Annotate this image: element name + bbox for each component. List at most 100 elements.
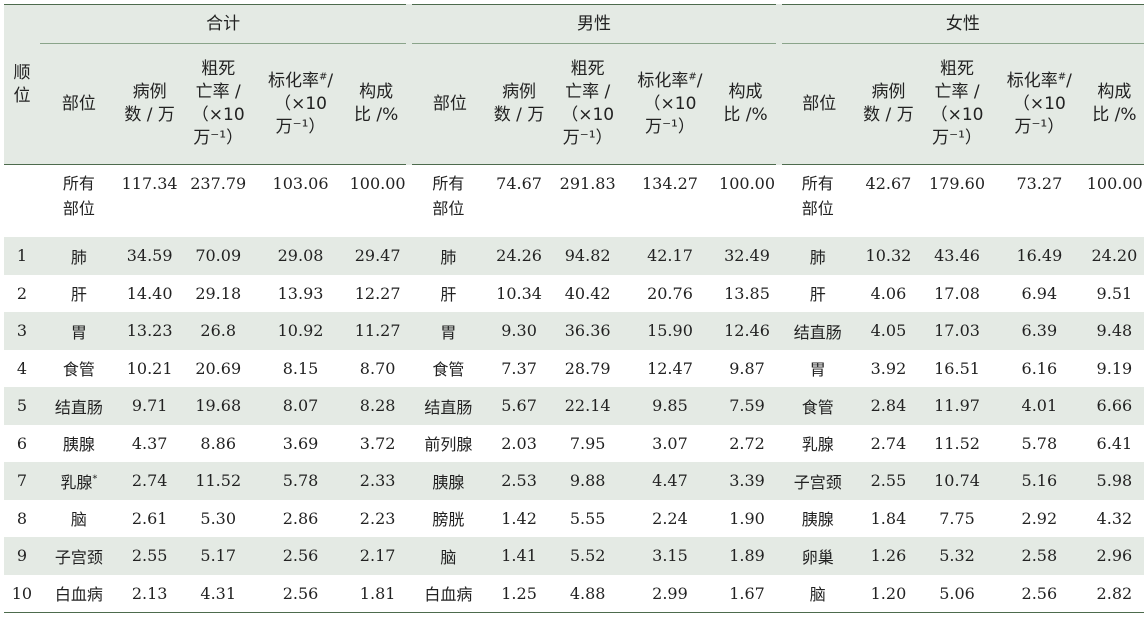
female-std-rate-header-line: 万⁻¹） <box>1014 116 1065 137</box>
site-name: 子宫颈 <box>793 472 842 492</box>
total-cases-cell: 10.21 <box>126 358 173 378</box>
std-rate-slash: / <box>327 70 334 91</box>
table-body: 所有 部位 117.34 237.79 103.06 100.00 所有 部位 74.67 291… <box>4 165 1144 613</box>
female-site-cell: 肺 <box>778 237 857 275</box>
site-footnote-mark: * <box>92 473 98 485</box>
total-proportion-cell: 12.27 <box>354 283 401 303</box>
total-cases-cell: 2.74 <box>117 462 182 500</box>
female-proportion-cell: 24.20 <box>1084 237 1144 275</box>
female-std-rate-cell: 6.39 <box>993 312 1085 350</box>
male-crude-rate-cell: 40.42 <box>564 283 611 303</box>
male-proportion-cell: 13.85 <box>724 283 770 303</box>
female-site-cell: 所有 部位 <box>779 165 857 238</box>
site-name: 食管 <box>801 397 834 417</box>
male-std-rate-cell: 2.99 <box>652 583 688 603</box>
male-crude-rate-cell: 5.55 <box>569 508 606 528</box>
female-site-cell: 脑 <box>779 575 857 613</box>
total-proportion-cell: 2.17 <box>345 537 410 575</box>
site-name: 肺 <box>440 247 457 267</box>
site-name: 白血病 <box>424 585 473 605</box>
rank-cell: 8 <box>16 508 28 528</box>
total-std-rate-header-line: （×10 <box>274 93 327 114</box>
group-header-female: 女性 <box>775 4 1144 44</box>
std-rate-slash: / <box>1066 70 1072 91</box>
male-std-rate-header-line: 万⁻¹） <box>645 116 695 137</box>
female-cases-header: 病例数 / 万 <box>856 43 921 165</box>
male-std-rate-cell: 4.47 <box>624 462 716 500</box>
female-crude-rate-header-line: 万⁻¹） <box>932 128 982 148</box>
site-name: 结直肠 <box>793 322 842 342</box>
male-std-rate-cell: 134.27 <box>641 174 698 193</box>
site-name: 部位 <box>62 199 95 218</box>
female-site-cell: 肝 <box>779 275 857 313</box>
male-cases-cell: 74.67 <box>496 174 542 193</box>
female-crude-rate-header-line: 亡率 / <box>934 82 980 102</box>
male-site-cell: 胰腺 <box>409 462 488 500</box>
male-crude-rate-cell: 5.52 <box>550 537 625 575</box>
male-site-cell: 食管 <box>409 350 487 388</box>
total-cases-cell: 2.55 <box>117 537 182 575</box>
male-crude-rate-cell: 94.82 <box>550 237 625 275</box>
total-std-rate-cell: 5.78 <box>255 462 346 500</box>
site-name: 胃 <box>809 360 826 380</box>
male-site-cell: 肺 <box>409 237 488 275</box>
total-std-rate-cell: 8.15 <box>282 358 319 378</box>
rank-cell: 9 <box>4 537 40 575</box>
male-site-cell: 结直肠 <box>409 387 488 425</box>
female-std-rate-cell: 2.58 <box>993 537 1085 575</box>
std-rate-footnote-mark: # <box>688 70 697 82</box>
male-cases-cell: 2.03 <box>501 433 537 453</box>
male-site-cell: 前列腺 <box>409 425 487 463</box>
female-cases-header-line: 数 / 万 <box>863 105 914 125</box>
table-header: 顺 位 合计 男性 女性 部位 病例数 / 万粗死 亡率 / （×10 万⁻¹） 标化率#… <box>4 4 1144 165</box>
female-std-rate-cell: 5.78 <box>1021 433 1058 453</box>
total-crude-rate-header-line: 亡率 / <box>195 82 241 102</box>
male-crude-rate-header: 粗死 亡率 / （×10 万⁻¹） <box>550 43 625 165</box>
site-name: 所有 <box>62 174 95 193</box>
male-std-rate-header: 标化率#/（×10 万⁻¹） <box>624 43 716 165</box>
male-crude-rate-cell: 9.88 <box>550 462 625 500</box>
male-cases-cell: 10.34 <box>496 283 542 303</box>
total-proportion-cell: 8.70 <box>359 358 396 378</box>
total-site-cell: 胃 <box>39 312 118 350</box>
total-crude-rate-cell: 20.69 <box>195 358 242 378</box>
total-crude-rate-header-line: 粗死 <box>201 59 236 79</box>
total-site-cell: 肝 <box>40 275 118 313</box>
female-std-rate-cell: 16.49 <box>993 237 1085 275</box>
site-name: 胰腺 <box>62 435 95 455</box>
table-row: 所有 部位 117.34 237.79 103.06 100.00 所有 部位 74.67 291… <box>4 165 1144 238</box>
total-cases-cell: 34.59 <box>117 237 182 275</box>
table-row: 4 食管 10.21 20.69 8.15 8.70 食管 7.37 28.79 12.47 9.8… <box>4 350 1144 388</box>
table-row: 1 肺 34.59 70.09 29.08 29.47 肺 24.26 94.82 42.17 32… <box>4 237 1144 275</box>
total-site-cell: 子宫颈 <box>39 537 118 575</box>
total-crude-rate-cell: 4.31 <box>200 583 237 603</box>
site-name: 肺 <box>70 247 87 267</box>
female-cases-cell: 2.74 <box>870 433 907 453</box>
male-site-cell: 脑 <box>409 537 488 575</box>
total-proportion-cell: 100.00 <box>349 174 406 193</box>
total-cases-header-line: 病例 <box>132 82 167 102</box>
total-site-cell: 脑 <box>40 500 118 538</box>
total-site-cell: 结直肠 <box>39 387 118 425</box>
male-crude-rate-cell: 28.79 <box>564 358 611 378</box>
std-rate-footnote-mark: # <box>1057 70 1067 82</box>
female-cases-cell: 4.06 <box>870 283 907 303</box>
site-name: 食管 <box>62 360 95 380</box>
female-site-header: 部位 <box>775 43 857 165</box>
male-proportion-cell: 1.67 <box>729 583 765 603</box>
female-cases-cell: 1.26 <box>856 537 921 575</box>
total-cases-cell: 117.34 <box>121 174 178 193</box>
site-name: 部位 <box>432 199 465 218</box>
male-proportion-header: 构成比 /% <box>715 43 779 165</box>
female-cases-cell: 4.05 <box>856 312 921 350</box>
total-std-rate-cell: 2.86 <box>282 508 319 528</box>
total-proportion-header: 构成比 /% <box>345 43 410 165</box>
total-site-cell: 乳腺* <box>39 462 118 500</box>
total-cases-cell: 4.37 <box>131 433 168 453</box>
total-crude-rate-cell: 237.79 <box>190 174 247 193</box>
total-cases-cell: 9.71 <box>117 387 182 425</box>
rank-cell: 3 <box>4 312 40 350</box>
site-name: 脑 <box>809 585 826 605</box>
male-crude-rate-header-line: （×10 <box>561 105 615 125</box>
total-std-rate-header-line: 万⁻¹） <box>275 116 326 137</box>
